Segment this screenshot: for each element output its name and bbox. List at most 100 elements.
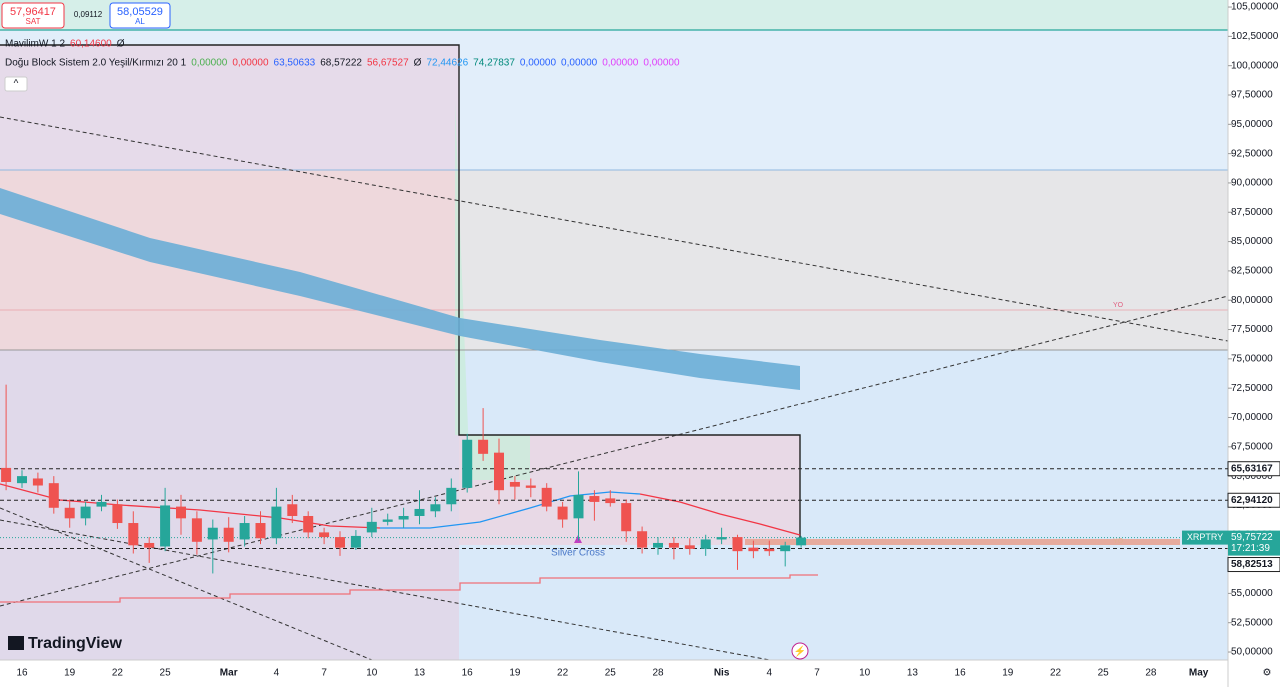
candle-body bbox=[239, 523, 250, 540]
event-icon[interactable] bbox=[791, 642, 809, 660]
symbol-label: XRPTRY bbox=[1187, 532, 1223, 542]
x-tick-label: 16 bbox=[462, 668, 474, 679]
candle-body bbox=[478, 439, 489, 454]
candle-body bbox=[319, 532, 330, 538]
y-tick-label: 80,00000 bbox=[1231, 295, 1273, 306]
candle-body bbox=[112, 504, 123, 524]
x-tick-label: 19 bbox=[509, 668, 521, 679]
y-tick-label: 85,00000 bbox=[1231, 236, 1273, 247]
x-tick-label: 19 bbox=[64, 668, 76, 679]
x-tick-label: Mar bbox=[220, 668, 238, 679]
x-tick-label: 16 bbox=[16, 668, 28, 679]
x-tick-label: 4 bbox=[767, 668, 773, 679]
trend-line bbox=[0, 507, 373, 661]
price-label: 58,82513 bbox=[1231, 559, 1273, 570]
indicator-value: 72,44626 bbox=[426, 58, 468, 69]
x-tick-label: Nis bbox=[714, 668, 730, 679]
band-line bbox=[0, 574, 818, 603]
candle-body bbox=[653, 542, 663, 548]
candle-body bbox=[525, 485, 536, 488]
zone bbox=[0, 0, 1228, 30]
y-tick-label: 75,00000 bbox=[1231, 353, 1273, 364]
ma-line bbox=[0, 483, 381, 529]
candle-body bbox=[366, 521, 377, 533]
marks bbox=[1, 384, 807, 574]
candle-body bbox=[398, 515, 409, 520]
y-tick-label: 82,50000 bbox=[1231, 266, 1273, 277]
candle-body bbox=[621, 503, 632, 532]
y-tick-label: 92,50000 bbox=[1231, 148, 1273, 159]
candle-body bbox=[144, 542, 155, 548]
zone bbox=[0, 45, 459, 170]
candle-body bbox=[1, 467, 12, 482]
y-tick-label: 65,00000 bbox=[1231, 471, 1273, 482]
candle-body bbox=[716, 537, 727, 540]
indicator-value: 0,00000 bbox=[191, 58, 228, 69]
candle-body bbox=[796, 537, 807, 546]
y-tick-label: 72,50000 bbox=[1231, 383, 1273, 394]
overlay: TradingView 57,96417 SAT 0,09112 58,0552… bbox=[1, 2, 680, 652]
y-tick-label: 55,00000 bbox=[1231, 588, 1273, 599]
x-tick-label: 10 bbox=[366, 668, 378, 679]
candle-body bbox=[80, 506, 91, 519]
candle-body bbox=[509, 481, 520, 487]
candle-body bbox=[541, 487, 552, 507]
x-tick-label: 28 bbox=[1145, 668, 1157, 679]
candle-body bbox=[191, 518, 202, 542]
candle-body bbox=[207, 527, 218, 540]
spread: 0,09112 bbox=[74, 10, 103, 19]
y-tick-label: 90,00000 bbox=[1231, 178, 1273, 189]
last-price-label: 59,75722 bbox=[1231, 532, 1273, 543]
indicator-value: 74,27837 bbox=[473, 58, 515, 69]
zone-bar bbox=[745, 539, 1180, 545]
x-tick-label: 25 bbox=[1098, 668, 1110, 679]
indicator-value: 0,00000 bbox=[561, 58, 598, 69]
y-tick-label: 102,50000 bbox=[1231, 31, 1279, 42]
candle-body bbox=[382, 519, 393, 522]
sell-price: 57,96417 bbox=[10, 6, 56, 18]
candle-body bbox=[605, 498, 616, 504]
logo bbox=[8, 636, 24, 650]
candle-body bbox=[160, 505, 171, 547]
y-tick-label: 100,00000 bbox=[1231, 60, 1279, 71]
y-tick-label: 50,00000 bbox=[1231, 647, 1273, 658]
indicator-value: 0,00000 bbox=[520, 58, 557, 69]
collapse-button[interactable] bbox=[4, 76, 28, 92]
indicator-value: Ø bbox=[117, 39, 125, 50]
indicator-value: 0,00000 bbox=[602, 58, 639, 69]
settings-icon[interactable]: ⚙ bbox=[1263, 668, 1272, 679]
candle-body bbox=[96, 501, 107, 507]
sell-button[interactable] bbox=[1, 2, 65, 29]
candle-body bbox=[271, 506, 282, 539]
candle-body bbox=[780, 545, 791, 552]
background-zones: Silver Cross YO YO ⚡ bbox=[0, 0, 1229, 661]
indicator-value: 0,00000 bbox=[232, 58, 269, 69]
trend-line bbox=[0, 519, 771, 661]
price-label-box bbox=[1227, 557, 1280, 573]
candle-body bbox=[589, 496, 600, 502]
x-tick-label: 10 bbox=[859, 668, 871, 679]
candle-body bbox=[684, 545, 695, 549]
x-tick-label: 28 bbox=[652, 668, 664, 679]
buy-button[interactable] bbox=[109, 2, 171, 29]
price-label-box bbox=[1227, 492, 1280, 508]
candle-body bbox=[764, 548, 775, 552]
x-tick-label: 25 bbox=[605, 668, 617, 679]
indicator-value: Ø bbox=[414, 58, 422, 69]
x-tick-label: May bbox=[1189, 668, 1209, 679]
y-tick-label: 52,50000 bbox=[1231, 617, 1273, 628]
brand: TradingView bbox=[28, 635, 123, 652]
candle-body bbox=[748, 547, 759, 552]
annotation: Silver Cross bbox=[551, 548, 605, 559]
x-tick-label: 22 bbox=[112, 668, 124, 679]
indicator-value: 68,57222 bbox=[320, 58, 362, 69]
countdown: 17:21:39 bbox=[1231, 543, 1270, 554]
x-tick-label: 7 bbox=[814, 668, 820, 679]
indicator-value: 60,14600 bbox=[70, 39, 112, 50]
trend-line bbox=[0, 116, 1229, 342]
ma-line bbox=[639, 493, 801, 536]
candle-body bbox=[223, 527, 234, 542]
symbol-box bbox=[1182, 530, 1228, 545]
x-tick-label: 13 bbox=[907, 668, 919, 679]
